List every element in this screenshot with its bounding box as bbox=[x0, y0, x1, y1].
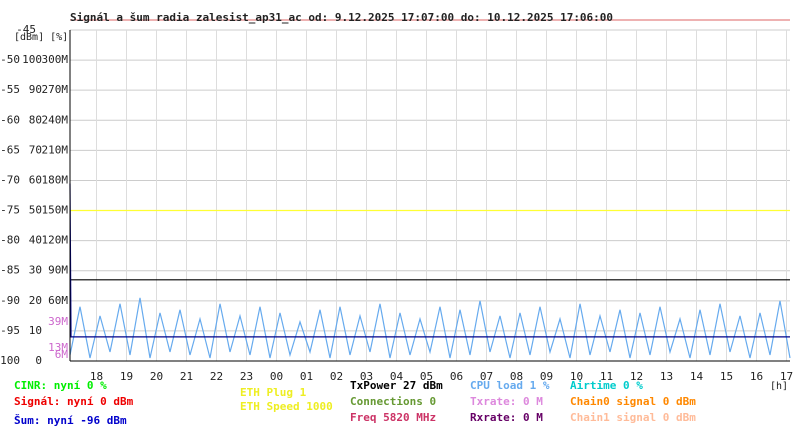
y-tick-label: -80 bbox=[0, 234, 20, 247]
y-tick-label: -65 bbox=[0, 143, 20, 156]
y3-tick-label: 300M bbox=[42, 53, 69, 66]
x-tick-label: 02 bbox=[330, 370, 343, 383]
x-tick-label: 05 bbox=[420, 370, 433, 383]
y2-tick-label: 60 bbox=[29, 173, 42, 186]
x-tick-label: 11 bbox=[600, 370, 613, 383]
y3-tick-label: 60M bbox=[48, 294, 68, 307]
x-tick-label: 23 bbox=[240, 370, 253, 383]
legend-entry: Freq 5820 MHz bbox=[350, 411, 436, 424]
y2-tick-label: 30 bbox=[29, 264, 42, 277]
legend-entry: Airtime 0 % bbox=[570, 379, 643, 392]
y2-tick-label: 10 bbox=[29, 324, 42, 337]
x-tick-label: 08 bbox=[510, 370, 523, 383]
legend-entry: Signál: nyní 0 dBm bbox=[14, 395, 134, 408]
legend-entry: Chain0 signal 0 dBm bbox=[570, 395, 696, 408]
axis-units: [dBm] [%] bbox=[14, 32, 68, 43]
legend-entry: Txrate: 0 M bbox=[470, 395, 543, 408]
y-tick-label: -100 bbox=[0, 354, 20, 367]
y3-tick-label: 180M bbox=[42, 173, 69, 186]
y2-tick-label: 80 bbox=[29, 113, 42, 126]
series-line bbox=[69, 297, 791, 359]
y3-tick-label: 120M bbox=[42, 234, 69, 247]
legend-entry: Šum: nyní -96 dBm bbox=[14, 414, 127, 427]
y3-tick-label: 240M bbox=[42, 113, 69, 126]
y2-tick-label: 50 bbox=[29, 204, 42, 217]
rate-mark-label: 39M bbox=[48, 315, 68, 328]
y-tick-label: -55 bbox=[0, 83, 20, 96]
y-tick-label: -70 bbox=[0, 173, 20, 186]
y-tick-label: -85 bbox=[0, 264, 20, 277]
x-tick-label: 18 bbox=[90, 370, 103, 383]
y2-tick-label: 40 bbox=[29, 234, 42, 247]
x-unit: [h] bbox=[770, 381, 788, 392]
x-tick-label: 16 bbox=[750, 370, 763, 383]
y2-tick-label: 20 bbox=[29, 294, 42, 307]
x-tick-label: 13 bbox=[660, 370, 673, 383]
x-tick-label: 12 bbox=[630, 370, 643, 383]
rate-mark-label: 6M bbox=[55, 348, 69, 361]
y2-tick-label: 100 bbox=[22, 53, 42, 66]
y2-tick-label: 70 bbox=[29, 143, 42, 156]
x-tick-label: 19 bbox=[120, 370, 133, 383]
legend-entry: Rxrate: 0 M bbox=[470, 411, 543, 424]
legend-entry: Chain1 signal 0 dBm bbox=[570, 411, 696, 424]
legend-entry: TxPower 27 dBm bbox=[350, 379, 443, 392]
legend-entry: CINR: nyní 0 % bbox=[14, 379, 107, 392]
y-tick-label: -95 bbox=[0, 324, 20, 337]
x-tick-label: 17 bbox=[780, 370, 793, 383]
y2-tick-label: 0 bbox=[35, 354, 42, 367]
y-tick-label: -45 bbox=[16, 23, 36, 36]
chart-title: Signál a šum radia zalesist_ap31_ac od: … bbox=[70, 11, 613, 24]
y-tick-label: -75 bbox=[0, 204, 20, 217]
y3-tick-label: 90M bbox=[48, 264, 68, 277]
x-tick-label: 15 bbox=[720, 370, 733, 383]
x-tick-label: 10 bbox=[570, 370, 583, 383]
rate-mark-label: 13M bbox=[48, 341, 68, 354]
y3-tick-label: 270M bbox=[42, 83, 69, 96]
y3-tick-label: 150M bbox=[42, 204, 69, 217]
y-tick-label: -50 bbox=[0, 53, 20, 66]
y2-tick-label: 90 bbox=[29, 83, 42, 96]
y3-tick-label: 210M bbox=[42, 143, 69, 156]
x-tick-label: 06 bbox=[450, 370, 463, 383]
legend-entry: ETH Plug 1 bbox=[240, 386, 307, 399]
x-tick-label: 20 bbox=[150, 370, 163, 383]
y-tick-label: -90 bbox=[0, 294, 20, 307]
legend-entry: ETH Speed 1000 bbox=[240, 400, 333, 413]
x-tick-label: 09 bbox=[540, 370, 553, 383]
x-tick-label: 03 bbox=[360, 370, 373, 383]
legend-entry: Connections 0 bbox=[350, 395, 436, 408]
y-tick-label: -60 bbox=[0, 113, 20, 126]
x-tick-label: 07 bbox=[480, 370, 493, 383]
x-tick-label: 04 bbox=[390, 370, 404, 383]
x-tick-label: 21 bbox=[180, 370, 193, 383]
x-tick-label: 00 bbox=[270, 370, 283, 383]
x-tick-label: 14 bbox=[690, 370, 704, 383]
x-tick-label: 22 bbox=[210, 370, 223, 383]
legend-entry: CPU load 1 % bbox=[470, 379, 550, 392]
x-tick-label: 01 bbox=[300, 370, 313, 383]
